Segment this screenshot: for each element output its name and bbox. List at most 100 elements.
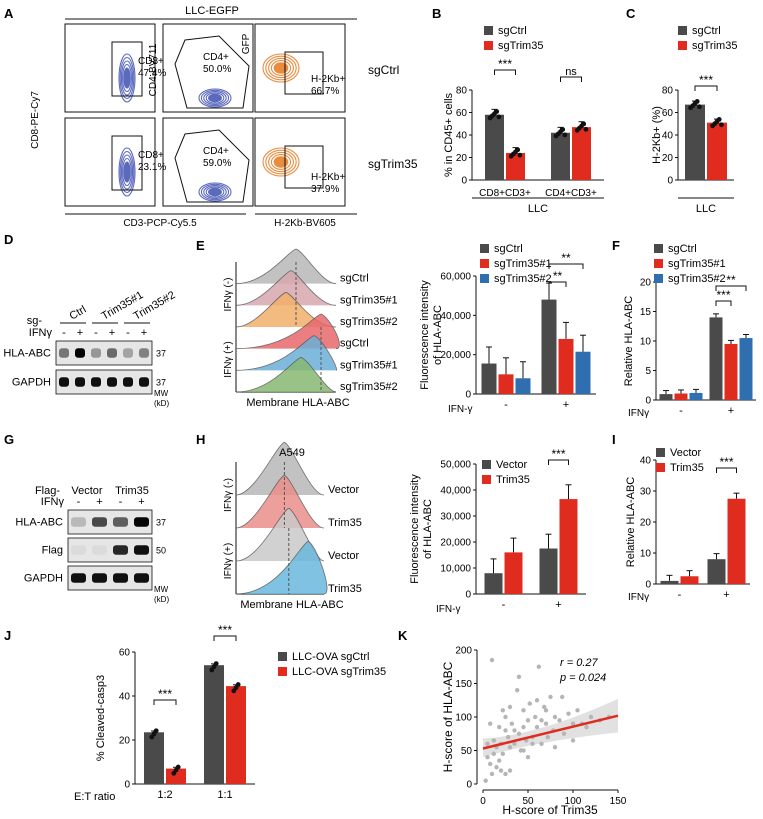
panel-label-h: H: [196, 432, 205, 447]
category-label: +: [555, 599, 561, 611]
data-point: [581, 121, 587, 127]
y-axis-label: Relative HLA-ABC: [625, 477, 637, 568]
mw-marker: 37: [156, 378, 166, 388]
sig-label: ***: [716, 288, 730, 302]
histogram-row-label: sgTrim35#2: [340, 316, 398, 328]
data-point: [521, 708, 526, 713]
y-group-label: IFNγ (-): [223, 278, 234, 312]
contour-line: [268, 151, 294, 173]
p-value: p = 0.024: [559, 672, 606, 684]
protein-band: [107, 348, 117, 358]
data-point: [561, 731, 567, 736]
y-tick-label: 0: [645, 580, 651, 591]
legend-label: sgTrim35: [498, 40, 543, 52]
data-point: [175, 764, 181, 770]
protein-band: [71, 573, 86, 583]
contour-line: [123, 161, 131, 183]
data-point: [536, 664, 541, 669]
legend-swatch: [484, 41, 493, 50]
contour-line: [118, 147, 136, 197]
data-point: [507, 768, 513, 773]
chart-j: 0 20 40 60 % Cleaved-casp3 1:2 1:1 LLC-OVA sgCt…: [74, 623, 386, 803]
y-tick-label: 50,000: [440, 460, 471, 471]
gate-value: 37.9%: [311, 184, 339, 195]
protein-band: [92, 517, 107, 527]
panel-label-c: C: [626, 6, 636, 21]
data-point: [491, 738, 496, 743]
r-value: r = 0.27: [560, 657, 598, 669]
data-point: [560, 694, 565, 700]
gate-label: H-2Kb+: [311, 172, 345, 183]
mw-marker: 50: [156, 546, 166, 556]
bar: [572, 127, 591, 180]
x-tick-label: 100: [565, 796, 582, 807]
chart-c: 0 20 40 60 80 H-2Kb+ (%) sgCtrl sgTrim35 *** LLC: [651, 25, 737, 215]
legend-label: sgTrim35#1: [668, 258, 726, 270]
bar: [558, 338, 574, 394]
y-tick-label: 0: [124, 780, 130, 791]
legend-label: LLC-OVA sgTrim35: [292, 666, 386, 678]
y-label-line: Fluorescence intensity: [409, 474, 421, 584]
data-point: [503, 714, 508, 720]
y-tick-label: 20,000: [440, 350, 471, 361]
legend-swatch: [480, 244, 489, 253]
sig-label: **: [726, 273, 736, 287]
y-axis-label: CD8-PE-Cy7: [30, 91, 41, 149]
data-point: [483, 778, 488, 783]
bar: [481, 363, 497, 394]
flow-plot-frame: [162, 117, 254, 207]
gate: [284, 145, 324, 189]
data-point: [235, 682, 241, 687]
gate-value: 47.4%: [138, 68, 166, 79]
y-tick-label: 5: [645, 366, 651, 377]
contour-line: [119, 150, 135, 194]
protein-band: [92, 545, 107, 555]
band-label: GAPDH: [24, 573, 63, 585]
sig-label: ***: [158, 687, 172, 701]
sig-bracket: [716, 467, 737, 473]
histogram-curve: [235, 270, 337, 306]
legend-label: Vector: [496, 459, 528, 471]
gate-value: 59.0%: [203, 158, 231, 169]
bar: [485, 114, 504, 180]
y-axis-label: CD4-BV711: [148, 43, 159, 96]
y-tick-label: 60: [662, 108, 674, 119]
bar: [226, 686, 246, 784]
group-label: Ctrl: [68, 304, 89, 323]
sign-label: +: [138, 496, 144, 508]
band-label: GAPDH: [12, 377, 51, 389]
mw-unit: (kD): [154, 399, 169, 408]
data-point: [506, 734, 511, 740]
contour-line: [208, 93, 222, 103]
contour-line: [200, 183, 230, 201]
legend-label: sgTrim35#2: [494, 273, 552, 285]
data-point: [489, 771, 495, 777]
sign-label: +: [141, 327, 147, 339]
data-point: [525, 718, 531, 723]
sig-bracket: [694, 85, 718, 91]
data-point: [534, 698, 540, 703]
sig-label: **: [561, 251, 571, 265]
chart-k: 0 50 100 150 200 0 50 100 150 r = 0.27 p = 0.024 H-…: [441, 646, 627, 818]
data-point: [557, 718, 562, 723]
x-axis-label: E:T ratio: [74, 791, 115, 803]
group-label: Trim35: [115, 485, 149, 497]
protein-band: [134, 573, 149, 583]
band-label: HLA-ABC: [15, 517, 63, 529]
y-tick-label: 60,000: [440, 272, 471, 283]
histogram-row-label: sgCtrl: [340, 338, 369, 350]
y-tick-label: 20: [640, 278, 652, 289]
contour-line: [120, 60, 134, 96]
contour-line: [208, 187, 222, 197]
gate: [284, 51, 324, 95]
data-point: [584, 724, 589, 730]
flow-plot-frame: [254, 23, 346, 113]
category-label: +: [728, 405, 734, 417]
contour-line: [198, 88, 232, 108]
data-point: [494, 109, 500, 114]
contour-line: [265, 149, 297, 175]
histogram-curve: [235, 441, 325, 496]
y-tick-label: 150: [455, 679, 472, 690]
bar: [674, 393, 688, 400]
